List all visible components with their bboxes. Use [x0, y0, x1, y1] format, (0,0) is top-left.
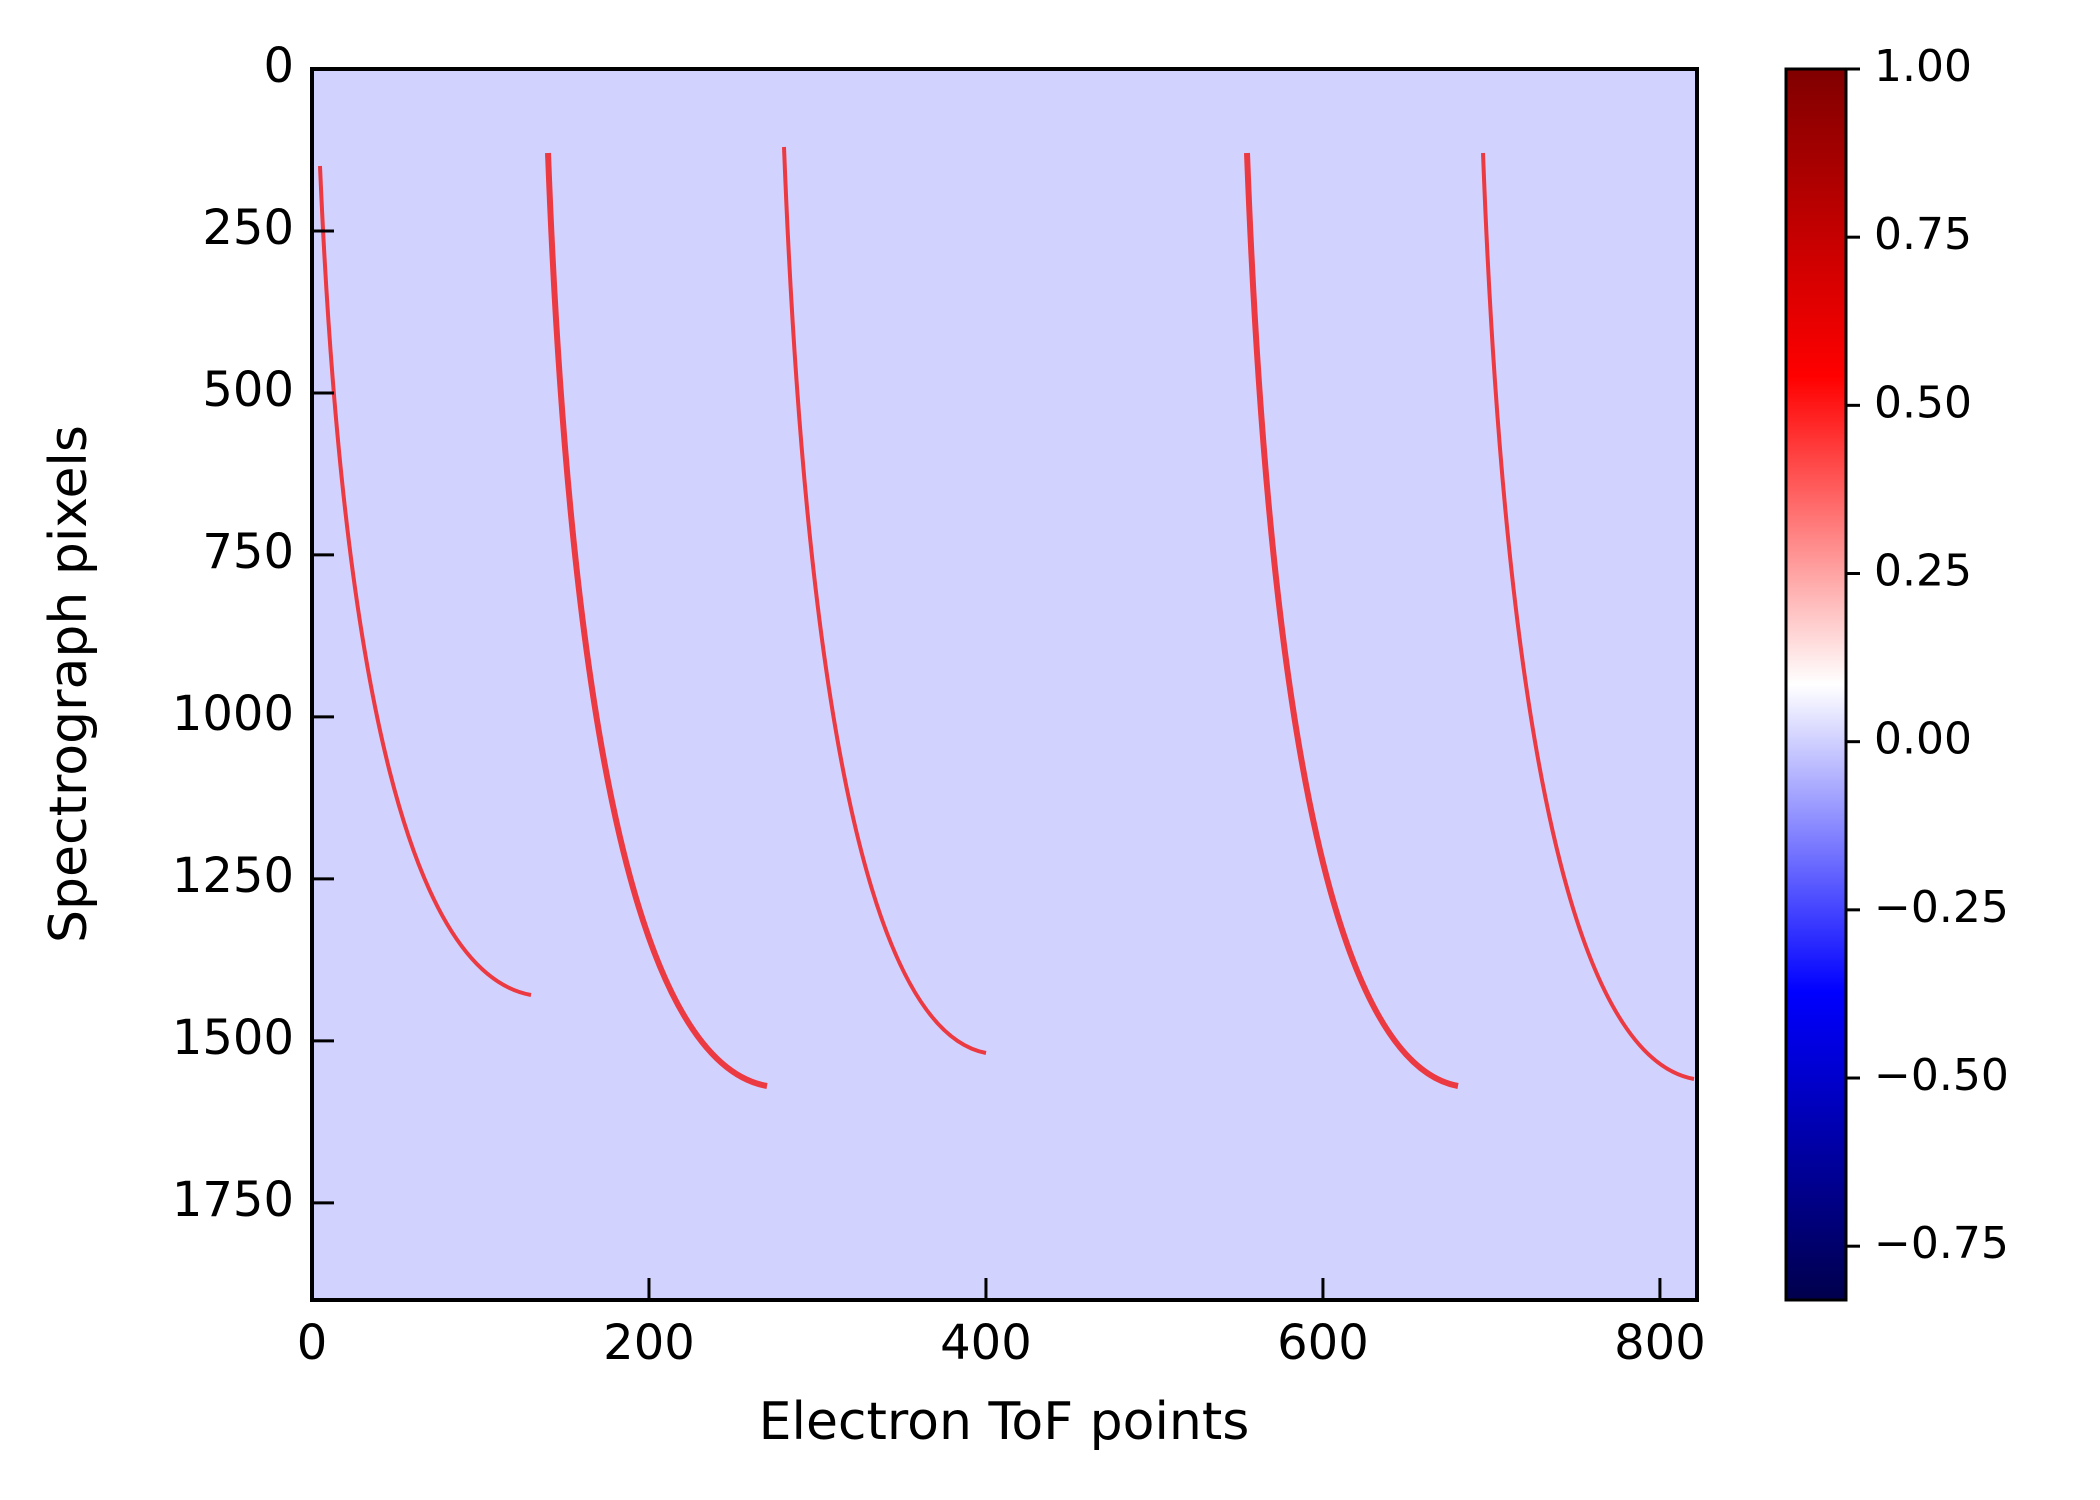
trace-curve [1481, 152, 1695, 1081]
colorbar-tick-label: 1.00 [1874, 41, 1972, 92]
heatmap-background [312, 69, 1697, 1300]
y-tick-label: 1500 [172, 1010, 294, 1066]
plot-frame [310, 67, 1699, 1302]
y-tick-label: 1250 [172, 848, 294, 904]
x-tick-label: 400 [940, 1315, 1032, 1371]
trace-curve [545, 152, 768, 1089]
colorbar-tick-label: 0.75 [1874, 209, 1972, 260]
y-tick-label: 1000 [172, 686, 294, 742]
y-tick-label: 500 [202, 362, 294, 418]
colorbar-tick-label: −0.25 [1874, 882, 2009, 933]
colorbar-tick-label: −0.75 [1874, 1218, 2009, 1269]
trace-curve [782, 146, 987, 1055]
colorbar-tick-label: 0.00 [1874, 714, 1972, 765]
trace-curve [318, 165, 532, 997]
x-axis-label: Electron ToF points [759, 1392, 1250, 1452]
colorbar-tick-label: −0.50 [1874, 1050, 2009, 1101]
y-tick-label: 250 [202, 200, 294, 256]
trace-curves [318, 146, 1695, 1089]
colorbar-tick-label: 0.25 [1874, 546, 1972, 597]
x-tick-label: 0 [297, 1315, 328, 1371]
trace-curve [1244, 152, 1459, 1089]
x-tick-label: 600 [1277, 1315, 1369, 1371]
y-axis-label: Spectrograph pixels [39, 425, 99, 943]
colorbar [1784, 67, 1848, 1302]
x-tick-label: 800 [1614, 1315, 1706, 1371]
x-tick-label: 200 [603, 1315, 695, 1371]
y-tick-label: 750 [202, 524, 294, 580]
colorbar-tick-label: 0.50 [1874, 377, 1972, 428]
y-tick-label: 1750 [172, 1172, 294, 1228]
y-tick-label: 0 [263, 38, 294, 94]
